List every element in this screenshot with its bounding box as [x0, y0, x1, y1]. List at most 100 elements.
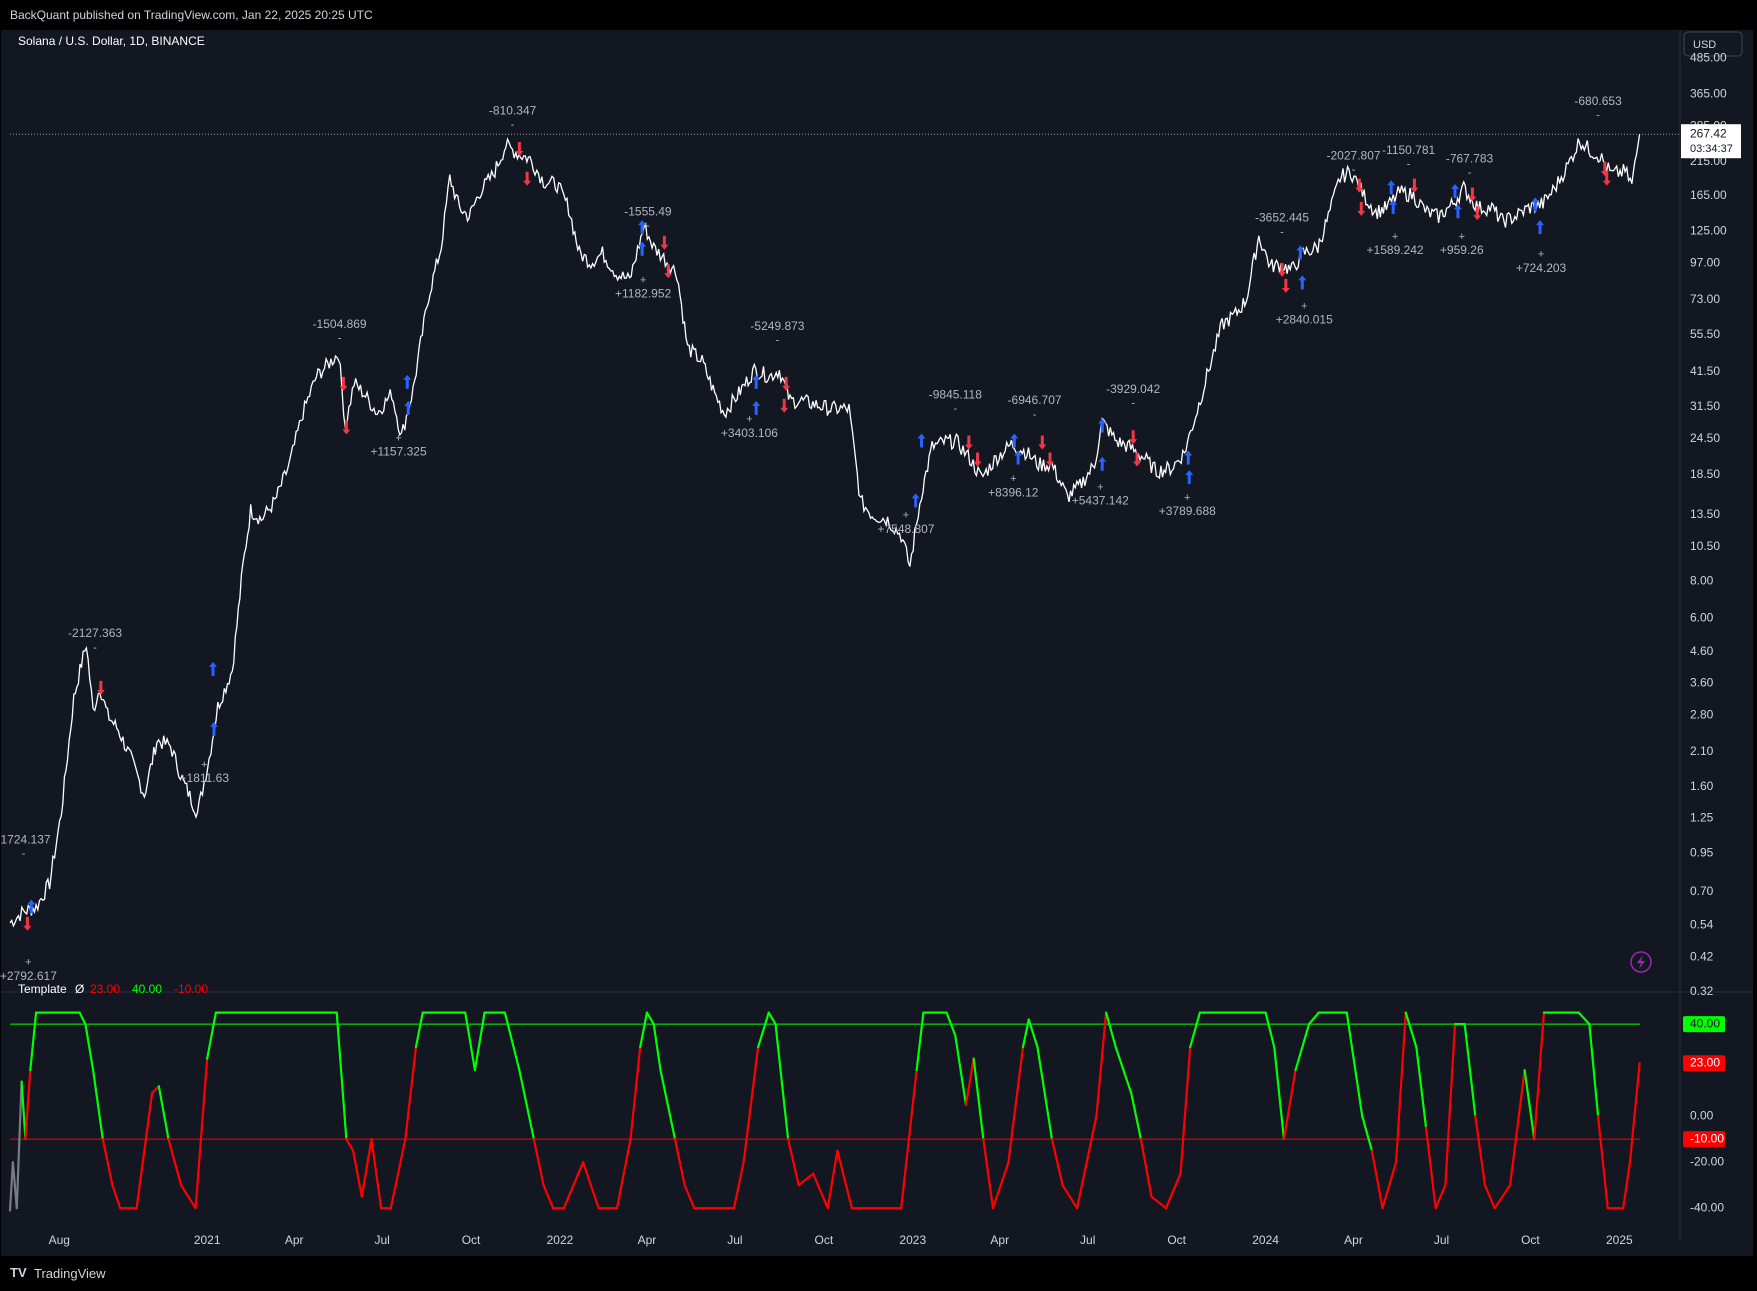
price-axis-tick: 6.00: [1690, 610, 1714, 624]
oscillator-series-segment: [1036, 1046, 1054, 1141]
buy-arrow-icon: [1453, 204, 1462, 219]
oscillator-series-segment: [1415, 1046, 1428, 1129]
sell-annotation-marker: -: [776, 335, 780, 347]
buy-arrow-icon: [638, 220, 647, 235]
oscillator-series-segment: [991, 1161, 1010, 1210]
price-axis-tick: 1.25: [1690, 810, 1714, 824]
sell-arrow-icon: [1602, 171, 1611, 186]
oscillator-axis-tick: -10.00: [1690, 1131, 1724, 1145]
sell-annotation-label: -680.653: [1574, 94, 1622, 108]
sell-arrow-icon: [1133, 452, 1142, 467]
oscillator-axis-tick: 0.00: [1690, 1108, 1714, 1122]
oscillator-series-segment: [615, 1138, 632, 1210]
oscillator-series-segment: [1189, 1011, 1201, 1049]
sell-annotation-marker: -: [646, 220, 650, 232]
buy-annotation-label: +5437.142: [1072, 494, 1129, 508]
currency-button[interactable]: [1683, 31, 1743, 57]
oscillator-series-segment: [194, 1057, 209, 1210]
oscillator-series-segment: [639, 1011, 649, 1049]
lightning-bolt-icon: [1637, 955, 1645, 969]
oscillator-series-segment: [1381, 1161, 1398, 1210]
time-axis-tick: Jul: [1434, 1233, 1449, 1247]
buy-annotation-marker: +: [201, 759, 207, 771]
buy-annotation-marker: +: [640, 274, 646, 286]
buy-annotation-marker: +: [1301, 300, 1307, 312]
oscillator-series-segment: [464, 1011, 477, 1072]
oscillator-series-segment: [1061, 1184, 1079, 1210]
sell-annotation-marker: -: [953, 403, 957, 415]
indicator-settings-icon[interactable]: Ø: [75, 982, 84, 996]
oscillator-series-segment: [1404, 1011, 1418, 1049]
sell-annotation-label: -1150.781: [1382, 143, 1435, 157]
footer: TV TradingView: [0, 1256, 1757, 1291]
buy-arrow-icon: [1184, 450, 1193, 465]
buy-arrow-icon: [403, 374, 412, 389]
oscillator-series-segment: [8, 1161, 14, 1212]
oscillator-series-segment: [92, 1069, 104, 1141]
sell-annotation-marker: -: [1131, 398, 1135, 410]
oscillator-series-segment: [629, 1046, 642, 1141]
sell-arrow-icon: [96, 680, 105, 695]
oscillator-series-segment: [1027, 1018, 1039, 1049]
sell-arrow-icon: [1410, 178, 1419, 193]
oscillator-axis-tick: 23.00: [1690, 1055, 1720, 1069]
oscillator-series-segment: [1179, 1046, 1192, 1175]
sell-annotation-marker: -: [1407, 159, 1411, 171]
oscillator-series-segment: [1130, 1092, 1142, 1141]
oscillator-axis-badge: [1683, 1016, 1725, 1033]
price-axis-tick: 97.00: [1690, 256, 1720, 270]
buy-annotation-label: +7548.807: [877, 522, 934, 536]
price-axis-tick: 0.95: [1690, 845, 1714, 859]
time-axis-tick: Jul: [374, 1233, 389, 1247]
oscillator-series-segment: [652, 1023, 662, 1072]
price-axis-tick: 73.00: [1690, 292, 1720, 306]
time-axis-tick: Oct: [1521, 1233, 1540, 1247]
buy-annotation-label: +8396.12: [988, 485, 1039, 499]
buy-arrow-icon: [752, 400, 761, 415]
buy-annotation-marker: +: [25, 957, 31, 969]
oscillator-series-segment: [1370, 1149, 1384, 1210]
price-axis-tick: 55.50: [1690, 327, 1720, 341]
buy-arrow-icon: [1451, 183, 1460, 198]
tradingview-logo-icon[interactable]: TV: [10, 1265, 27, 1280]
buy-arrow-icon: [1389, 199, 1398, 214]
oscillator-series-segment: [24, 1069, 32, 1141]
sell-annotation-marker: -: [1596, 110, 1600, 122]
footer-brand[interactable]: TradingView: [34, 1266, 106, 1281]
price-axis-tick: 4.60: [1690, 644, 1714, 658]
price-axis-tick: 3.60: [1690, 675, 1714, 689]
oscillator-series-segment: [767, 1011, 777, 1026]
last-price-value: 267.42: [1690, 126, 1727, 140]
oscillator-series-segment: [982, 1138, 995, 1210]
price-axis-tick: 125.00: [1690, 223, 1727, 237]
oscillator-series-segment: [150, 1085, 160, 1095]
sell-annotation-marker: -: [1352, 164, 1356, 176]
price-axis-tick: 1.60: [1690, 779, 1714, 793]
price-axis-tick: 165.00: [1690, 188, 1727, 202]
time-axis-tick: Oct: [1167, 1233, 1186, 1247]
price-axis-tick: 31.50: [1690, 399, 1720, 413]
oscillator-series-segment: [836, 1149, 853, 1210]
currency-label[interactable]: USD: [1693, 39, 1716, 51]
oscillator-series-segment: [352, 1149, 363, 1198]
oscillator-series-segment: [972, 1057, 985, 1141]
oscillator-series-segment: [389, 1138, 407, 1210]
buy-annotation-marker: +: [1097, 481, 1103, 493]
sell-arrow-icon: [515, 141, 524, 156]
alert-lightning-icon[interactable]: [1630, 951, 1652, 973]
oscillator-series-segment: [1050, 1138, 1064, 1187]
chart-frame[interactable]: [1, 30, 1753, 1256]
price-axis-tick: 18.50: [1690, 467, 1720, 481]
time-axis-tick: Jul: [1080, 1233, 1095, 1247]
oscillator-series-segment: [20, 1080, 27, 1141]
oscillator-axis-tick: -20.00: [1690, 1154, 1724, 1168]
price-axis-tick: 8.00: [1690, 574, 1714, 588]
sell-arrow-icon: [1355, 178, 1364, 193]
buy-arrow-icon: [1536, 220, 1545, 235]
sell-annotation-label: -2127.363: [68, 626, 122, 640]
sell-arrow-icon: [1468, 187, 1477, 202]
buy-annotation-marker: +: [1392, 231, 1398, 243]
oscillator-series-segment: [360, 1138, 373, 1198]
buy-arrow-icon: [638, 241, 647, 256]
